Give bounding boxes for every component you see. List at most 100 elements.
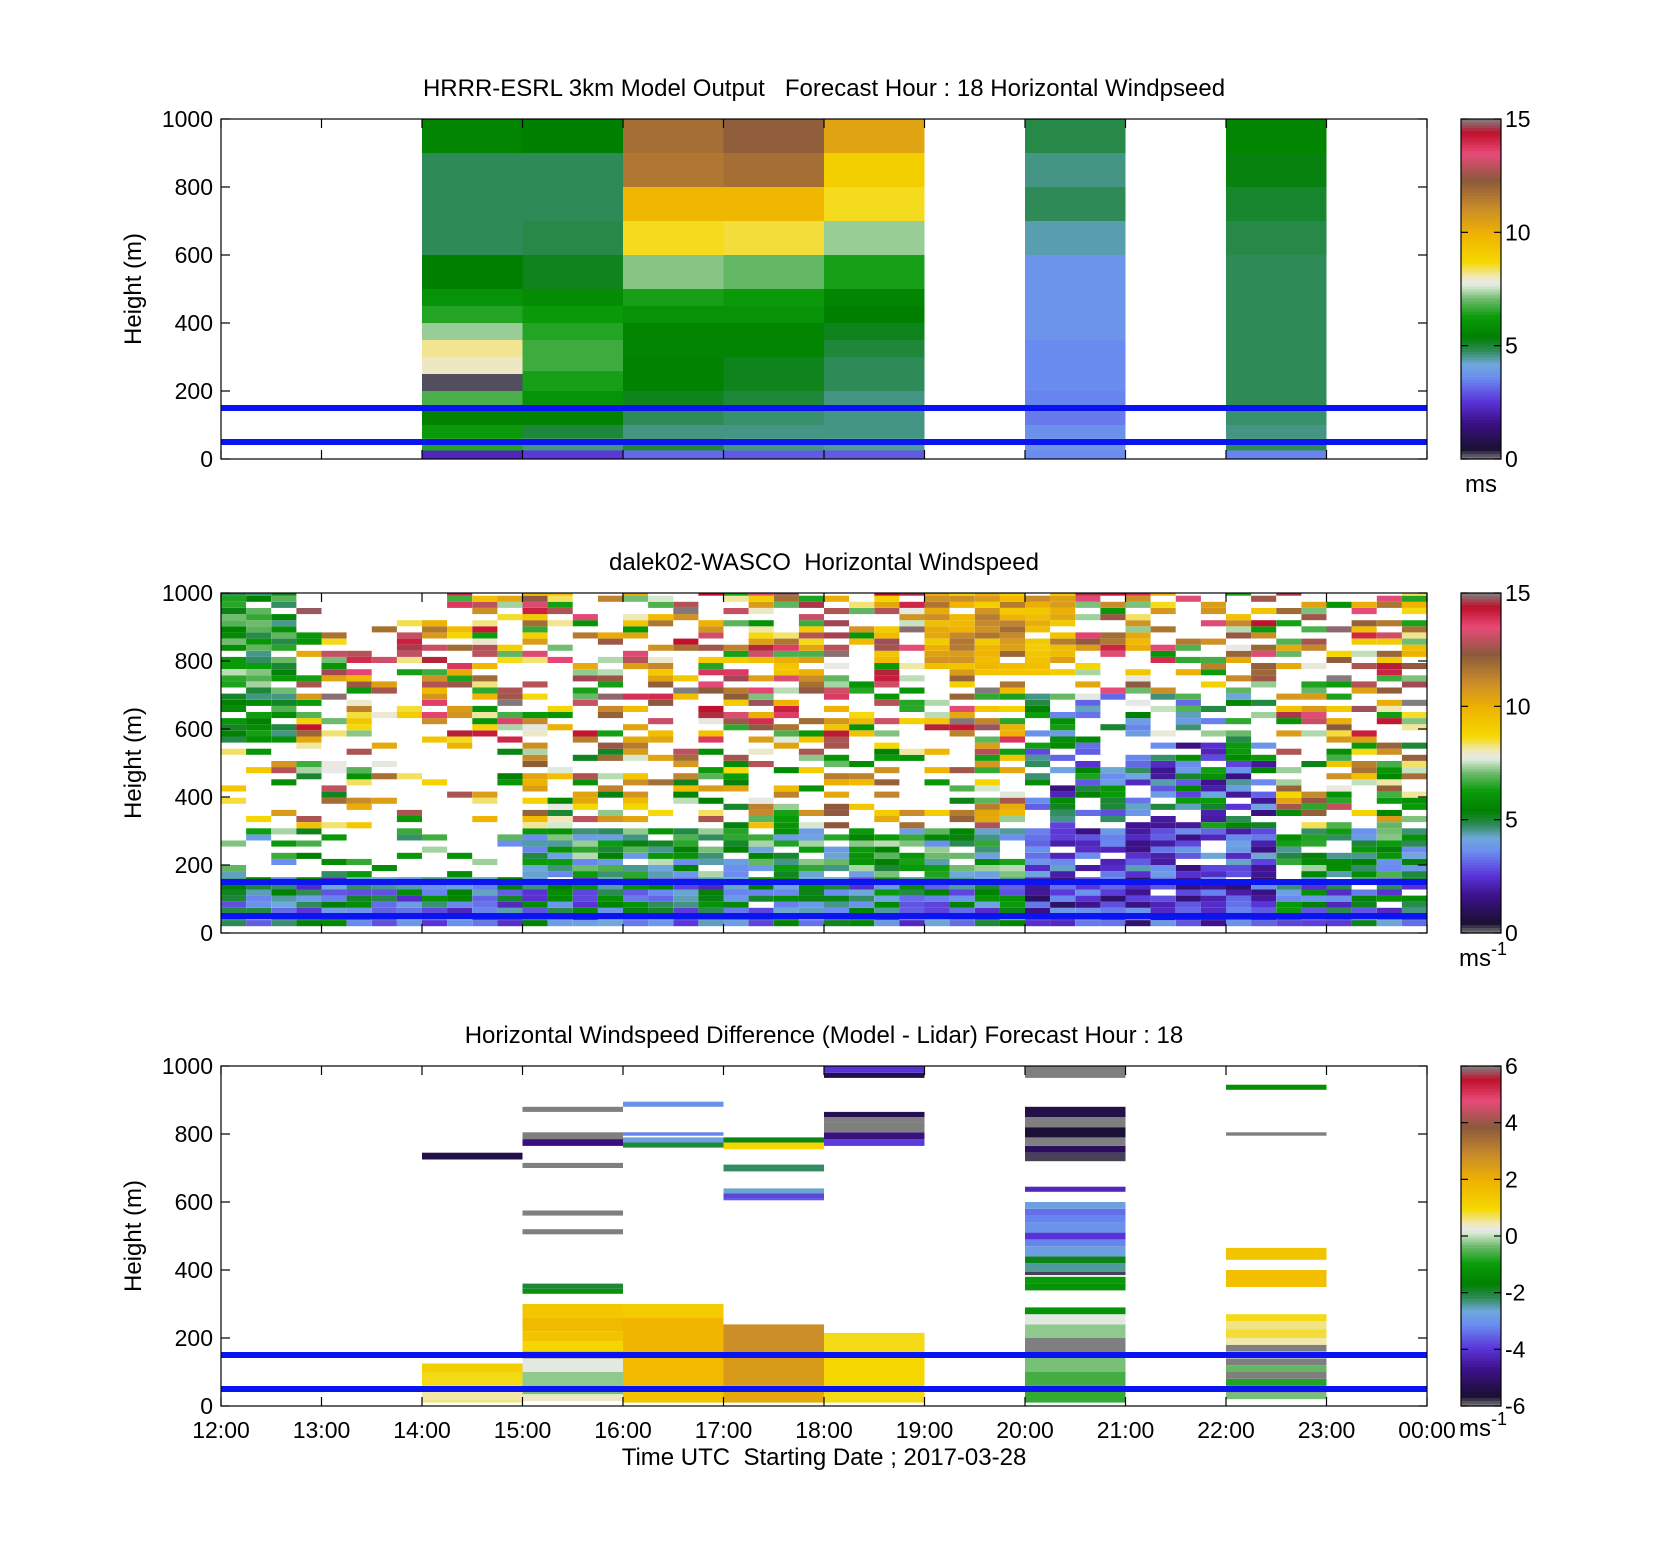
panel-lidar-cell xyxy=(999,803,1025,810)
panel-lidar-cell xyxy=(1075,693,1101,700)
panel-lidar-cell xyxy=(1326,650,1352,657)
panel-lidar-cell xyxy=(974,785,1000,792)
panel-lidar-cell xyxy=(698,748,724,755)
panel-lidar-cell xyxy=(824,865,850,872)
panel-lidar-cell xyxy=(547,595,573,602)
panel-lidar-cell xyxy=(623,816,649,823)
panel-lidar-cell xyxy=(924,595,950,602)
panel-difference-colorbar-swatch xyxy=(1461,1335,1501,1339)
panel-lidar-cell xyxy=(849,901,875,908)
panel-difference-cell-16-3 xyxy=(623,1304,724,1318)
panel-lidar-cell xyxy=(271,669,297,676)
panel-difference-cell-22-7 xyxy=(1226,1344,1327,1352)
panel-lidar-cell xyxy=(371,656,397,663)
panel-lidar-cell xyxy=(597,669,623,676)
panel-difference-colorbar-swatch xyxy=(1461,1357,1501,1362)
panel-model-colorbar-swatch xyxy=(1461,354,1501,358)
panel-lidar-cell xyxy=(1376,767,1402,774)
panel-lidar-cell xyxy=(572,840,598,847)
panel-lidar-cell xyxy=(321,895,347,902)
panel-lidar-cell xyxy=(1251,858,1277,865)
panel-difference-colorbar-tick-label: 6 xyxy=(1505,1053,1518,1079)
panel-lidar-cell xyxy=(522,632,548,639)
panel-lidar-cell xyxy=(346,889,372,896)
panel-lidar-cell xyxy=(698,907,724,914)
panel-lidar-cell xyxy=(1351,761,1377,768)
panel-lidar-cell xyxy=(1175,712,1201,719)
panel-difference-cell-15-9 xyxy=(522,1288,623,1294)
panel-lidar-cell xyxy=(246,663,272,670)
panel-lidar-cell xyxy=(748,761,774,768)
panel-model-cell-14-9 xyxy=(422,306,523,323)
panel-difference-colorbar-swatch xyxy=(1461,1380,1501,1384)
panel-lidar-cell xyxy=(1301,730,1327,737)
panel-difference-colorbar-swatch xyxy=(1461,1244,1501,1248)
panel-lidar-cell xyxy=(1100,632,1126,639)
panel-difference-colorbar-unit-exponent: -1 xyxy=(1491,1409,1507,1429)
panel-difference-colorbar-unit: ms-1 xyxy=(1459,1409,1507,1442)
panel-lidar-cell xyxy=(1401,724,1427,731)
panel-model-cell-18-13 xyxy=(824,153,925,187)
panel-lidar-cell xyxy=(999,669,1025,676)
panel-lidar-cell xyxy=(924,920,950,927)
panel-lidar-cell xyxy=(572,773,598,780)
panel-lidar-cell xyxy=(296,883,322,890)
panel-lidar-cell xyxy=(447,852,473,859)
panel-lidar-cell xyxy=(798,718,824,725)
panel-lidar-cell xyxy=(1200,601,1226,608)
panel-lidar-cell xyxy=(547,840,573,847)
panel-lidar-cell xyxy=(773,601,799,608)
panel-lidar-cell xyxy=(648,675,674,682)
panel-lidar-cell xyxy=(221,901,247,908)
panel-difference-colorbar-swatch xyxy=(1461,1094,1501,1098)
panel-lidar-cell xyxy=(798,669,824,676)
panel-lidar-cell xyxy=(798,656,824,663)
panel-lidar-cell xyxy=(899,828,925,835)
panel-model-cell-22-7 xyxy=(1226,221,1327,255)
panel-lidar-colorbar-swatch xyxy=(1461,887,1501,892)
panel-difference-colorbar-swatch xyxy=(1461,1400,1501,1404)
panel-lidar-cell xyxy=(999,754,1025,761)
panel-lidar-colorbar-swatch xyxy=(1461,907,1501,911)
panel-lidar-cell xyxy=(723,693,749,700)
panel-difference-colorbar-swatch xyxy=(1461,1340,1501,1345)
panel-lidar-cell xyxy=(296,675,322,682)
panel-lidar-colorbar-swatch xyxy=(1461,697,1501,702)
panel-lidar-colorbar-swatch xyxy=(1461,904,1501,909)
panel-lidar-cell xyxy=(271,632,297,639)
panel-model-cell-16-13 xyxy=(623,119,724,153)
panel-lidar-cell xyxy=(773,822,799,829)
panel-lidar-colorbar-swatch xyxy=(1461,780,1501,784)
panel-lidar-cell xyxy=(1150,816,1176,823)
panel-lidar-cell xyxy=(974,595,1000,602)
panel-lidar-cell xyxy=(999,883,1025,890)
panel-difference-colorbar-swatch xyxy=(1461,1224,1501,1229)
panel-difference-colorbar-swatch xyxy=(1461,1139,1501,1144)
panel-lidar-cell xyxy=(1175,803,1201,810)
panel-lidar-cell xyxy=(1050,889,1076,896)
panel-lidar-cell xyxy=(1301,858,1327,865)
panel-lidar-cell xyxy=(824,920,850,927)
panel-lidar-cell xyxy=(1075,681,1101,688)
panel-difference-colorbar-swatch xyxy=(1461,1236,1501,1240)
panel-lidar-cell xyxy=(246,901,272,908)
panel-lidar-cell xyxy=(321,632,347,639)
panel-lidar-cell xyxy=(1226,767,1252,774)
panel-lidar-cell xyxy=(221,748,247,755)
panel-lidar-cell xyxy=(1326,858,1352,865)
panel-lidar-cell xyxy=(572,852,598,859)
panel-lidar-colorbar-swatch xyxy=(1461,918,1501,923)
panel-lidar-colorbar-swatch xyxy=(1461,717,1501,722)
panel-model-colorbar-swatch xyxy=(1461,164,1501,168)
panel-lidar-cell xyxy=(1200,803,1226,810)
panel-lidar-cell xyxy=(924,650,950,657)
panel-model-cell-15-13 xyxy=(522,119,623,153)
panel-lidar-cell xyxy=(1100,834,1126,841)
panel-lidar-cell xyxy=(849,803,875,810)
panel-difference-xtick-label: 21:00 xyxy=(1097,1417,1155,1443)
panel-lidar-cell xyxy=(1351,907,1377,914)
panel-lidar-cell xyxy=(1326,883,1352,890)
panel-lidar-cell xyxy=(1326,681,1352,688)
panel-lidar-cell xyxy=(1301,712,1327,719)
panel-lidar-cell xyxy=(673,785,699,792)
